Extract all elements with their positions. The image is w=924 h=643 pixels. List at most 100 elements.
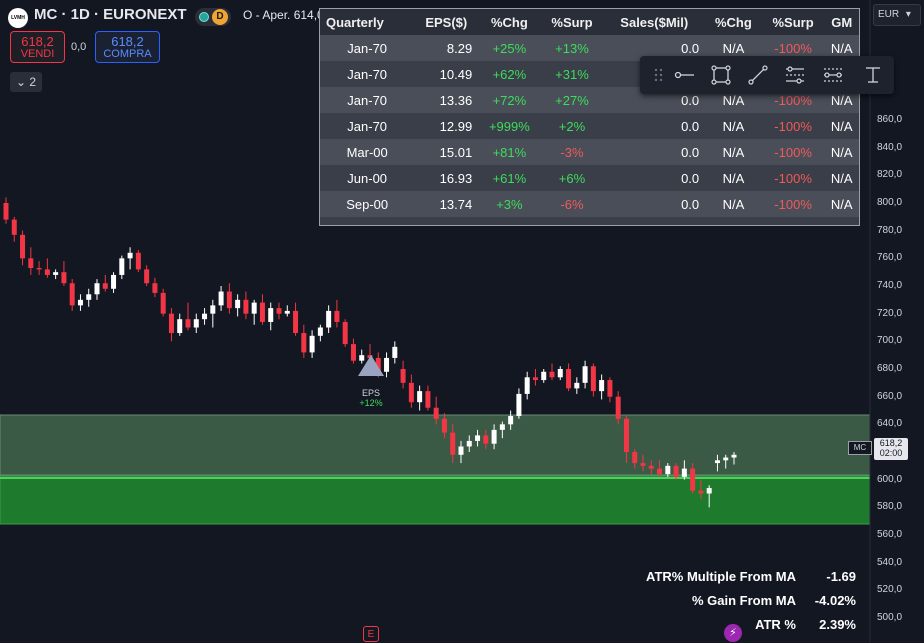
candle-body [648,465,654,469]
price-axis-label: 640,0 [877,418,903,430]
candle-body [483,435,489,444]
candle-body [632,452,638,464]
table-cell: +72% [478,87,541,113]
spread-value: 0,0 [71,41,87,53]
candle-body [475,435,481,441]
symbol-title[interactable]: MC · 1D · EURONEXT [34,6,187,23]
candle-body [293,310,299,334]
candle-body [235,299,241,309]
buy-button[interactable]: 618,2 COMPRA [95,31,160,63]
table-cell: N/A [705,139,762,165]
candle-body [276,308,282,314]
table-cell: +81% [478,139,541,165]
table-cell: +13% [540,35,604,61]
table-cell: N/A [824,139,859,165]
lightning-icon[interactable]: ⚡ [724,624,742,642]
candles-group [3,197,737,508]
table-cell: N/A [705,191,762,217]
earnings-button[interactable]: E [363,626,379,642]
candle-body [210,305,216,314]
eps-marker-label: EPS +12% [356,388,386,408]
table-cell: 0.0 [603,139,706,165]
table-row: Sep-00 13.74 +3% -6% 0.0 N/A -100% N/A [320,191,859,217]
table-cell: 13.74 [414,191,479,217]
candle-body [532,377,538,381]
candle-body [3,203,9,220]
price-axis-label: 680,0 [877,363,903,374]
trend-line-icon[interactable] [747,64,769,86]
candle-body [61,272,67,284]
candle-body [160,292,166,314]
table-row: Jan-70 12.99 +999% +2% 0.0 N/A -100% N/A [320,113,859,139]
price-axis-label: 800,0 [877,197,903,208]
candle-body [673,465,679,477]
candle-body [193,319,199,328]
candle-body [11,219,17,235]
candle-body [450,432,456,455]
collapse-count: 2 [29,75,37,89]
currency-select[interactable]: EUR ▾ [873,4,921,26]
candle-body [400,369,406,383]
table-cell: N/A [705,165,762,191]
table-cell: -100% [761,113,825,139]
horizontal-ray-icon[interactable] [673,64,695,86]
candle-body [640,463,646,466]
table-cell: 8.29 [414,35,479,61]
table-cell: +2% [540,113,604,139]
atr-percent-label: ATR % [755,617,796,632]
price-axis-label: 560,0 [877,529,903,540]
sell-button[interactable]: 618,2 VENDI [10,31,65,63]
candle-body [243,299,249,314]
candle-body [284,310,290,314]
price-axis-label: 600,0 [877,473,903,485]
atr-percent-value: 2.39% [819,617,856,632]
table-cell: 14.56 [414,217,479,225]
market-open-icon [199,12,209,22]
price-axis-label: 660,0 [877,390,903,402]
chevron-down-icon: ⌄ [15,75,27,89]
candle-body [582,366,588,383]
candle-body [77,299,83,306]
parallel-channel-icon[interactable] [784,64,806,86]
candle-body [723,457,729,461]
candle-body [53,272,59,275]
gain-from-ma-label: % Gain From MA [691,593,796,608]
table-cell: +25% [478,35,541,61]
table-cell: +12% [478,217,541,225]
table-header-cell: %Surp [551,14,593,30]
candle-body [334,310,340,322]
candle-body [541,371,547,381]
table-cell: 10.49 [414,61,479,87]
rectangle-icon[interactable] [710,64,732,86]
drag-handle-icon[interactable] [648,64,670,86]
candle-body [566,369,572,389]
candle-body [657,468,663,475]
symbol-tag: MC [848,441,872,455]
candle-body [731,454,737,458]
candle-body [36,268,42,270]
candle-body [259,302,265,322]
table-cell: -6% [540,191,604,217]
candle-body [690,468,696,491]
fundamentals-table: Quarterly EPS($) %Chg %Surp Sales($Mil) %Chg%… [319,8,860,226]
table-cell: N/A [824,165,859,191]
last-price-tag: 618,2 02:00 [874,438,908,460]
fib-icon[interactable] [862,64,884,86]
market-status: D [195,8,231,26]
candle-body [226,291,232,309]
drawing-toolbar[interactable] [640,56,894,94]
candle-body [44,269,50,275]
table-cell: 0.0 [603,191,706,217]
table-cell: Jan-70 [320,35,415,61]
collapse-indicators-button[interactable]: ⌄ 2 [10,72,42,92]
candle-body [94,283,100,295]
table-cell: -100% [761,139,825,165]
candle-body [359,355,365,361]
candle-body [615,396,621,419]
candle-body [524,377,530,394]
table-cell: +999% [478,113,541,139]
candle-body [367,355,373,358]
regression-trend-icon[interactable] [822,64,844,86]
table-cell: Jan-70 [320,87,415,113]
